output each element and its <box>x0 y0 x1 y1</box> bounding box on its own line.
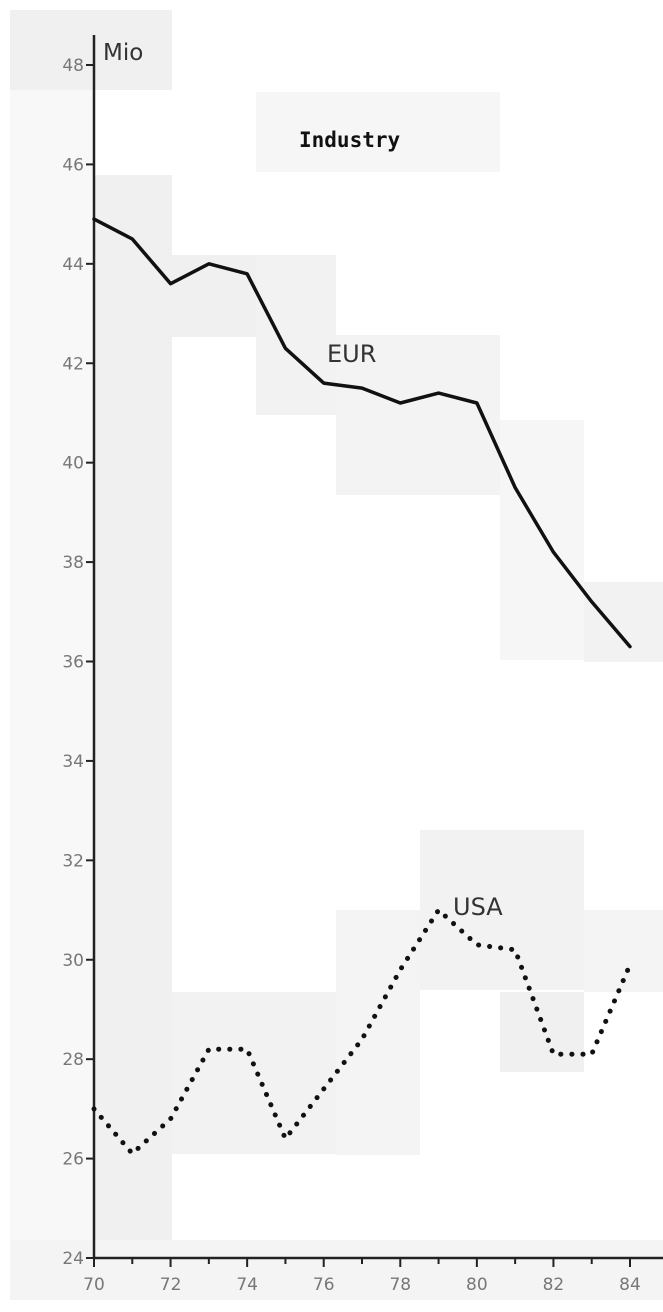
data-point-usa <box>360 1037 364 1041</box>
chart-title: Industry <box>299 128 401 152</box>
x-tick-label: 84 <box>619 1275 641 1295</box>
data-point-eur <box>360 386 364 390</box>
data-point-eur <box>169 282 173 286</box>
y-tick-label: 24 <box>62 1249 84 1269</box>
data-point-eur <box>283 346 287 350</box>
data-point-usa <box>207 1047 211 1051</box>
y-tick-label: 48 <box>62 56 84 76</box>
series-line-eur <box>92 217 632 649</box>
data-point-eur <box>245 272 249 276</box>
x-tick-label: 82 <box>543 1275 565 1295</box>
data-point-eur <box>628 645 632 649</box>
x-tick-label: 76 <box>313 1275 335 1295</box>
data-point-usa <box>398 968 402 972</box>
x-tick-label: 78 <box>389 1275 411 1295</box>
data-point-usa <box>245 1047 249 1051</box>
x-tick-label: 72 <box>160 1275 182 1295</box>
y-tick-label: 36 <box>62 653 84 673</box>
data-point-eur <box>475 401 479 405</box>
y-tick-label: 40 <box>62 454 84 474</box>
x-tick-label: 74 <box>236 1275 258 1295</box>
data-point-usa <box>169 1117 173 1121</box>
data-point-eur <box>92 217 96 221</box>
y-tick-label: 30 <box>62 951 84 971</box>
y-tick-label: 42 <box>62 354 84 374</box>
data-point-usa <box>551 1052 555 1056</box>
data-point-eur <box>437 391 441 395</box>
y-tick-label: 34 <box>62 752 84 772</box>
series-layer <box>91 217 633 1157</box>
data-point-eur <box>551 550 555 554</box>
y-axis-ticks: 24 26 28 30 32 34 36 38 40 42 44 46 48 <box>62 56 94 1269</box>
data-point-usa <box>92 1107 96 1111</box>
data-point-eur <box>590 600 594 604</box>
x-tick-label: 80 <box>466 1275 488 1295</box>
data-point-usa <box>130 1152 134 1156</box>
data-point-usa <box>628 963 632 967</box>
series-line-usa <box>91 907 633 1157</box>
y-tick-label: 28 <box>62 1050 84 1070</box>
y-tick-label: 32 <box>62 851 84 871</box>
data-point-usa <box>475 943 479 947</box>
background-blocks <box>10 10 663 1300</box>
series-label-usa: USA <box>453 893 503 921</box>
series-label-eur: EUR <box>327 340 376 368</box>
data-point-eur <box>130 237 134 241</box>
y-tick-label: 38 <box>62 553 84 573</box>
x-axis-ticks: 70 72 74 76 78 80 82 84 <box>83 1258 641 1295</box>
y-tick-label: 26 <box>62 1150 84 1170</box>
data-point-eur <box>398 401 402 405</box>
data-point-usa <box>590 1052 594 1056</box>
data-point-eur <box>513 486 517 490</box>
data-point-usa <box>322 1087 326 1091</box>
y-axis-unit-label: Mio <box>103 40 143 66</box>
y-tick-label: 46 <box>62 155 84 175</box>
y-tick-label: 44 <box>62 255 84 275</box>
data-point-usa <box>513 948 517 952</box>
data-point-eur <box>322 381 326 385</box>
data-point-eur <box>207 262 211 266</box>
x-tick-label: 70 <box>83 1275 105 1295</box>
data-point-usa <box>283 1137 287 1141</box>
data-point-usa <box>437 908 441 912</box>
